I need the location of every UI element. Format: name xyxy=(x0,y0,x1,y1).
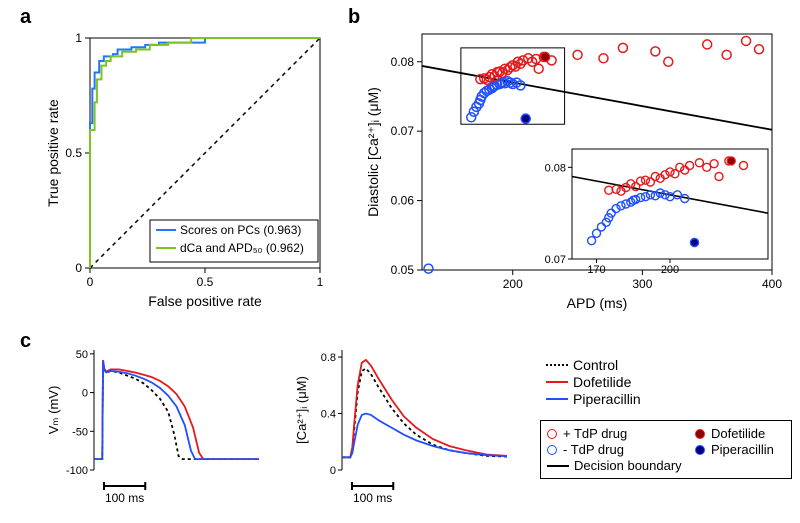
panel-label-a: a xyxy=(20,6,31,29)
svg-text:0: 0 xyxy=(82,388,88,400)
circle-filled-blue-icon xyxy=(695,445,705,455)
legend-label-control: Control xyxy=(573,357,618,373)
circle-open-red-icon xyxy=(547,429,557,439)
svg-text:0.07: 0.07 xyxy=(545,254,566,266)
svg-text:1: 1 xyxy=(75,31,82,45)
svg-text:300: 300 xyxy=(632,277,652,291)
svg-text:0.5: 0.5 xyxy=(197,275,214,289)
line-swatch-icon xyxy=(547,465,569,467)
legend-row-piperacillin: Piperacillin xyxy=(546,391,641,407)
legend-label-dofetilide: Dofetilide xyxy=(573,374,631,390)
circle-open-blue-icon xyxy=(547,445,557,455)
svg-text:-50: -50 xyxy=(72,426,88,438)
svg-text:Scores on PCs (0.963): Scores on PCs (0.963) xyxy=(180,223,301,237)
legend-row-boundary: Decision boundary xyxy=(547,458,695,473)
legend-row-control: Control xyxy=(546,357,641,373)
svg-text:100 ms: 100 ms xyxy=(353,491,392,505)
svg-text:-100: -100 xyxy=(66,465,88,477)
svg-text:1: 1 xyxy=(317,275,324,289)
legend-row-pip-marker: Piperacillin xyxy=(695,442,785,457)
legend-label-pos: + TdP drug xyxy=(563,426,627,441)
legend-label-boundary: Decision boundary xyxy=(574,458,682,473)
legend-label-dofetilide2: Dofetilide xyxy=(711,426,765,441)
panel-c-voltage: -100 -50 0 50 Vₘ (mV) 100 ms xyxy=(42,340,272,515)
svg-text:0: 0 xyxy=(75,261,82,275)
legend-label-piperacillin2: Piperacillin xyxy=(711,442,774,457)
svg-text:200: 200 xyxy=(503,277,523,291)
svg-text:0: 0 xyxy=(330,465,336,477)
svg-text:0.07: 0.07 xyxy=(391,124,415,138)
svg-text:0.06: 0.06 xyxy=(391,194,415,208)
legend-label-piperacillin: Piperacillin xyxy=(573,391,641,407)
legend-panel-b: + TdP drug - TdP drug Decision boundary … xyxy=(540,420,792,479)
panel-c-calcium: 0 0.4 0.8 [Ca²⁺]ᵢ (μM) 100 ms xyxy=(290,340,520,515)
panel-label-b: b xyxy=(348,6,360,29)
line-swatch-icon xyxy=(546,398,568,400)
legend-label-neg: - TdP drug xyxy=(563,442,624,457)
circle-filled-red-icon xyxy=(695,429,705,439)
legend-row-dofetilide: Dofetilide xyxy=(546,374,641,390)
svg-text:0.8: 0.8 xyxy=(321,352,336,364)
svg-text:APD (ms): APD (ms) xyxy=(567,295,628,311)
panel-b-scatter: 200 300 400 0.05 0.06 0.07 0.08 APD (ms) Diastol… xyxy=(360,18,790,318)
panel-a-roc: 0 0.5 1 0 0.5 1 False positive rate True positi… xyxy=(42,18,342,318)
svg-text:0.4: 0.4 xyxy=(321,409,336,421)
line-swatch-icon xyxy=(546,381,568,383)
svg-text:400: 400 xyxy=(762,277,782,291)
legend-row-neg: - TdP drug xyxy=(547,442,695,457)
svg-text:[Ca²⁺]ᵢ (μM): [Ca²⁺]ᵢ (μM) xyxy=(294,376,309,444)
svg-text:0.08: 0.08 xyxy=(391,55,415,69)
legend-row-pos: + TdP drug xyxy=(547,426,695,441)
svg-text:100 ms: 100 ms xyxy=(105,491,144,505)
figure-root: a b c 0 0.5 1 0 0.5 1 False positive rate True … xyxy=(0,0,800,523)
dash-swatch-icon xyxy=(546,364,568,366)
legend-row-dof-marker: Dofetilide xyxy=(695,426,785,441)
svg-text:0: 0 xyxy=(87,275,94,289)
svg-text:Diastolic [Ca²⁺]ᵢ (μM): Diastolic [Ca²⁺]ᵢ (μM) xyxy=(365,87,381,217)
svg-text:0.5: 0.5 xyxy=(65,146,82,160)
panel-label-c: c xyxy=(20,330,31,353)
svg-text:0.08: 0.08 xyxy=(545,162,566,174)
svg-text:50: 50 xyxy=(76,349,88,361)
svg-text:True positive rate: True positive rate xyxy=(45,99,61,207)
svg-text:False positive rate: False positive rate xyxy=(148,293,262,309)
svg-text:170: 170 xyxy=(587,264,605,276)
svg-text:dCa and APD₅₀ (0.962): dCa and APD₅₀ (0.962) xyxy=(180,241,304,255)
svg-text:Vₘ (mV): Vₘ (mV) xyxy=(46,386,61,435)
legend-panel-c: Control Dofetilide Piperacillin xyxy=(540,352,647,412)
svg-text:200: 200 xyxy=(661,264,679,276)
svg-text:0.05: 0.05 xyxy=(391,263,415,277)
